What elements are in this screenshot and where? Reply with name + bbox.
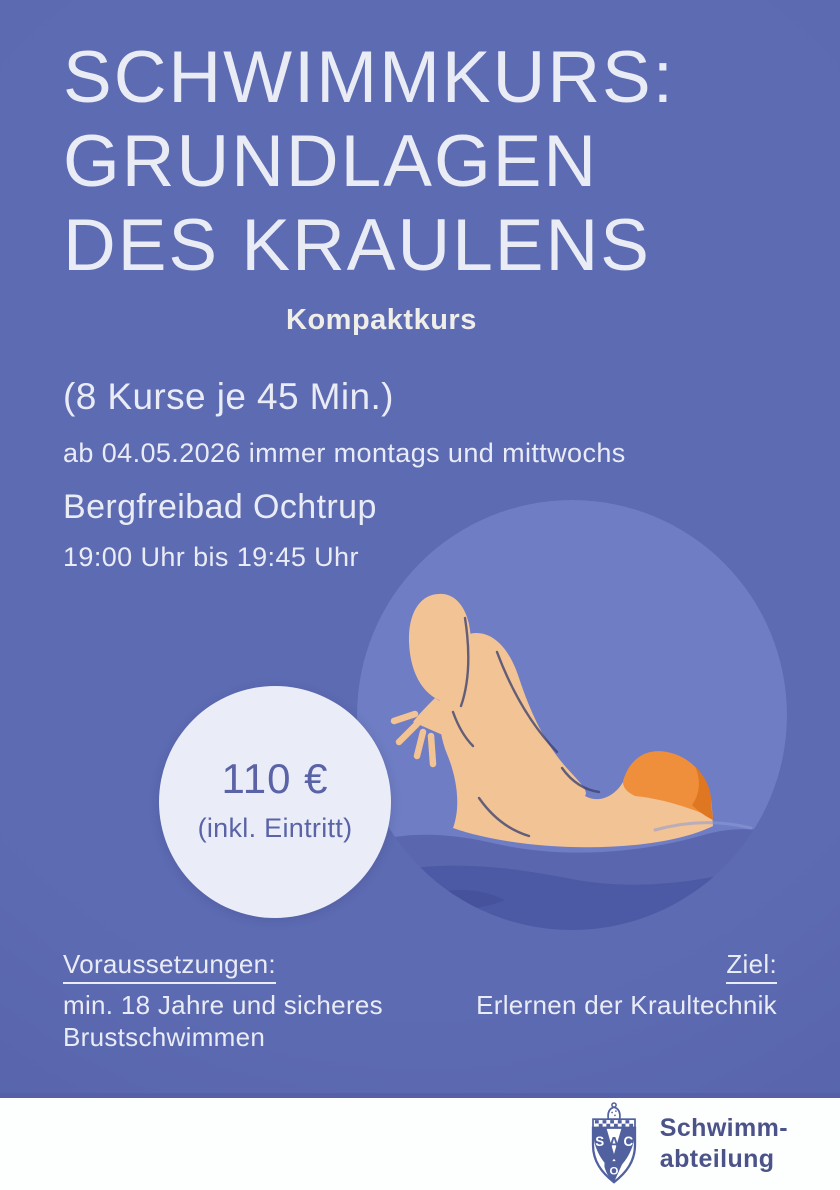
- title-line-2: GRUNDLAGEN: [63, 121, 599, 202]
- requirements-block: Voraussetzungen: min. 18 Jahre und siche…: [63, 948, 383, 1053]
- requirements-line-2: Brustschwimmen: [63, 1022, 266, 1052]
- footer-bar: S A C O Schwimm- abteilung: [0, 1093, 840, 1190]
- swimmer-illustration: [357, 500, 787, 930]
- org-name-line-2: abteilung: [659, 1145, 775, 1173]
- requirements-line-1: min. 18 Jahre und sicheres: [63, 990, 383, 1020]
- crest-letter-c: C: [623, 1134, 633, 1149]
- goal-block: Ziel: Erlernen der Kraultechnik: [476, 948, 777, 1021]
- course-duration: (8 Kurse je 45 Min.): [63, 376, 394, 417]
- subtitle-kompaktkurs: Kompaktkurs: [286, 304, 477, 336]
- course-time: 19:00 Uhr bis 19:45 Uhr: [63, 542, 359, 572]
- crest-letter-a: A: [608, 1135, 619, 1152]
- title-line-1: SCHWIMMKURS:: [63, 37, 676, 118]
- goal-text: Erlernen der Kraultechnik: [476, 990, 777, 1020]
- swimmer-body: [390, 593, 713, 848]
- price-badge: 110 € (inkl. Eintritt): [159, 686, 391, 918]
- goal-heading: Ziel:: [726, 948, 777, 984]
- course-schedule: ab 04.05.2026 immer montags und mittwoch…: [63, 438, 626, 468]
- poster-title: SCHWIMMKURS: GRUNDLAGEN DES KRAULENS: [63, 36, 783, 288]
- swim-trunks: [623, 751, 713, 820]
- org-name-line-1: Schwimm-: [659, 1114, 788, 1142]
- crest-letter-s: S: [595, 1134, 604, 1149]
- requirements-heading: Voraussetzungen:: [63, 948, 276, 984]
- title-line-3: DES KRAULENS: [63, 205, 651, 286]
- crest-letter-o: O: [609, 1166, 618, 1178]
- price-note: (inkl. Eintritt): [197, 812, 353, 843]
- club-crest-icon: S A C O: [591, 1102, 636, 1184]
- swimmer-hand: [390, 710, 437, 768]
- course-location: Bergfreibad Ochtrup: [63, 488, 377, 526]
- org-name: Schwimm- abteilung: [660, 1113, 788, 1175]
- price-amount: 110 €: [221, 754, 329, 802]
